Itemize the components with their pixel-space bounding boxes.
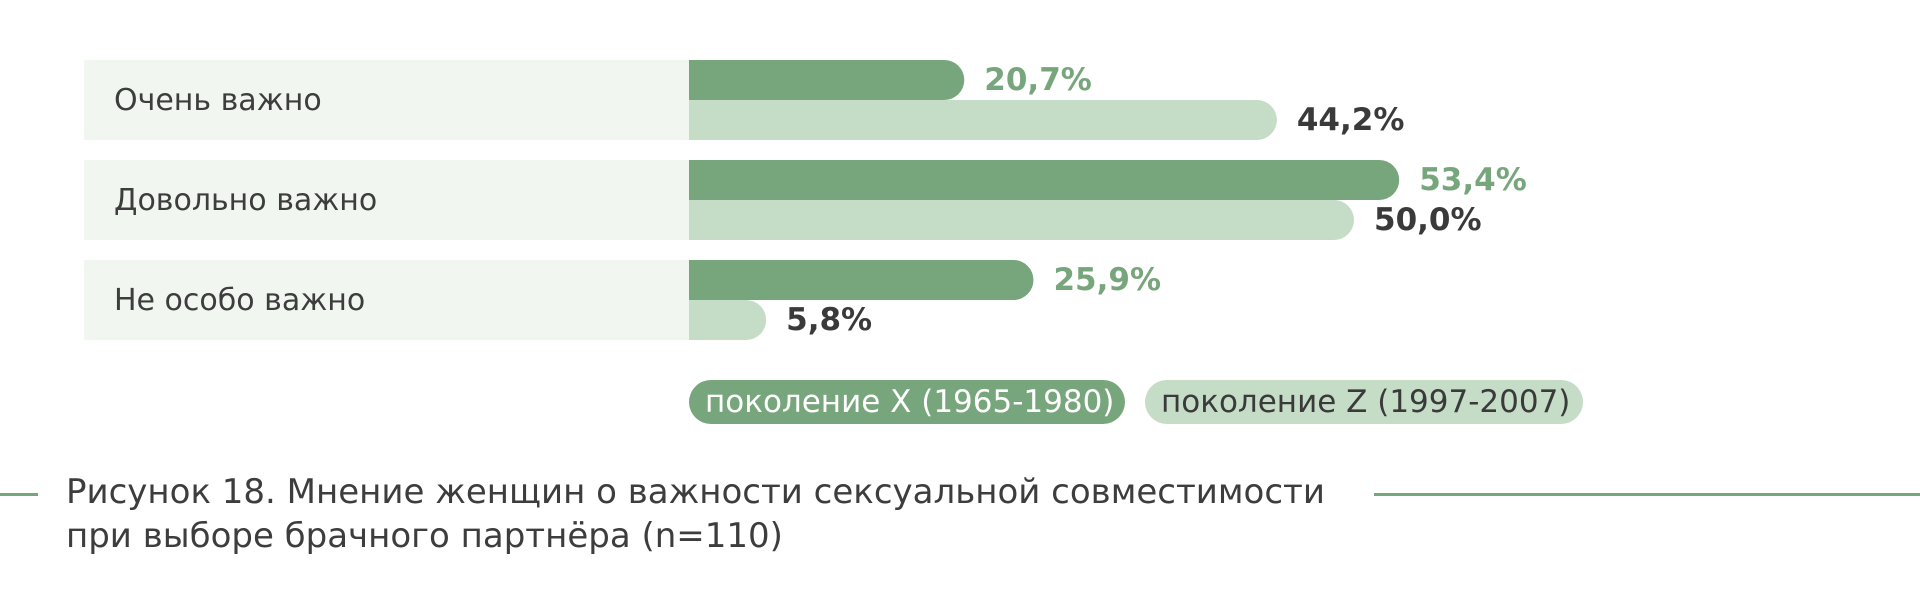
legend-label: поколение Z (1997-2007) — [1161, 384, 1570, 420]
bar-gen-z — [689, 300, 767, 340]
data-label: 25,9% — [1053, 262, 1161, 298]
caption-rule-right — [1374, 493, 1920, 496]
category-row-background — [84, 60, 689, 140]
caption-line-1: Рисунок 18. Мнение женщин о важности сек… — [66, 472, 1325, 512]
category-label: Не особо важно — [114, 283, 365, 318]
bar-gen-z — [689, 200, 1354, 240]
legend-item-gen-x — [689, 380, 1125, 424]
data-label: 44,2% — [1297, 102, 1405, 138]
bar-gen-x — [689, 60, 965, 100]
data-label: 50,0% — [1374, 202, 1482, 238]
caption-rule-left — [0, 493, 38, 496]
bar-chart: Очень важно 20,7% 44,2% Довольно важно 53,4%… — [84, 60, 1583, 424]
bar-gen-z — [689, 100, 1277, 140]
category-label: Довольно важно — [114, 183, 377, 218]
category-row-background — [84, 260, 689, 340]
data-label: 5,8% — [786, 302, 872, 338]
data-label: 53,4% — [1419, 162, 1527, 198]
bar-gen-x — [689, 260, 1034, 300]
category-label: Очень важно — [114, 83, 322, 118]
caption-line-2: при выборе брачного партнёра (n=110) — [66, 516, 783, 556]
category-row-background — [84, 160, 689, 240]
legend-label: поколение X (1965-1980) — [705, 384, 1114, 420]
data-label: 20,7% — [984, 62, 1092, 98]
bar-gen-x — [689, 160, 1400, 200]
legend-item-gen-z — [1145, 380, 1583, 424]
figure-caption: Рисунок 18. Мнение женщин о важности сек… — [66, 470, 1356, 558]
